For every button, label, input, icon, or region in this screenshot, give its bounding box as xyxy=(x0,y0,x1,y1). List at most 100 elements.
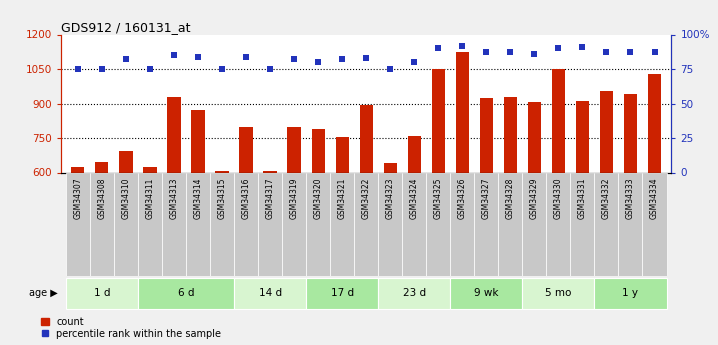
Bar xyxy=(504,97,517,172)
Bar xyxy=(523,172,546,276)
Text: GSM34322: GSM34322 xyxy=(362,178,370,219)
Bar xyxy=(282,172,306,276)
Text: GSM34327: GSM34327 xyxy=(482,178,491,219)
Text: 23 d: 23 d xyxy=(403,288,426,298)
Point xyxy=(168,52,180,58)
Text: GSM34320: GSM34320 xyxy=(314,178,322,219)
Bar xyxy=(528,102,541,172)
Text: GSM34321: GSM34321 xyxy=(337,178,347,219)
Bar xyxy=(426,172,450,276)
Point xyxy=(505,50,516,55)
Bar xyxy=(95,162,108,172)
Text: age ▶: age ▶ xyxy=(29,288,58,298)
Bar xyxy=(595,172,618,276)
Bar xyxy=(450,278,523,309)
Point xyxy=(192,54,204,59)
Bar xyxy=(306,278,378,309)
Bar xyxy=(498,172,523,276)
Text: GSM34316: GSM34316 xyxy=(241,178,251,219)
Bar xyxy=(66,278,138,309)
Bar xyxy=(330,172,354,276)
Point xyxy=(360,55,372,61)
Text: GSM34311: GSM34311 xyxy=(146,178,154,219)
Point xyxy=(649,50,661,55)
Bar xyxy=(595,278,666,309)
Point xyxy=(120,57,131,62)
Bar xyxy=(144,167,157,172)
Bar xyxy=(192,110,205,172)
Bar xyxy=(264,171,276,172)
Bar xyxy=(432,69,445,172)
Bar xyxy=(624,94,637,172)
Bar xyxy=(90,172,114,276)
Bar xyxy=(354,172,378,276)
Bar xyxy=(215,171,228,172)
Text: GSM34315: GSM34315 xyxy=(218,178,226,219)
Point xyxy=(72,66,83,72)
Bar xyxy=(138,172,162,276)
Legend: count, percentile rank within the sample: count, percentile rank within the sample xyxy=(41,317,221,339)
Bar xyxy=(552,69,565,172)
Bar xyxy=(138,278,234,309)
Text: 9 wk: 9 wk xyxy=(474,288,498,298)
Text: GSM34324: GSM34324 xyxy=(410,178,419,219)
Text: GSM34330: GSM34330 xyxy=(554,178,563,219)
Bar xyxy=(258,172,282,276)
Bar xyxy=(210,172,234,276)
Point xyxy=(553,46,564,51)
Bar xyxy=(234,278,306,309)
Bar xyxy=(378,278,450,309)
Text: GSM34314: GSM34314 xyxy=(193,178,202,219)
Text: GSM34319: GSM34319 xyxy=(289,178,299,219)
Bar xyxy=(618,172,643,276)
Bar xyxy=(450,172,475,276)
Text: GSM34313: GSM34313 xyxy=(169,178,179,219)
Point xyxy=(601,50,612,55)
Bar xyxy=(378,172,402,276)
Bar xyxy=(408,136,421,172)
Text: GSM34328: GSM34328 xyxy=(506,178,515,219)
Bar xyxy=(239,127,253,172)
Point xyxy=(241,54,252,59)
Text: GSM34333: GSM34333 xyxy=(626,178,635,219)
Point xyxy=(409,59,420,65)
Text: GSM34308: GSM34308 xyxy=(98,178,106,219)
Bar xyxy=(234,172,258,276)
Text: 14 d: 14 d xyxy=(258,288,281,298)
Text: GSM34317: GSM34317 xyxy=(266,178,274,219)
Point xyxy=(432,46,444,51)
Point xyxy=(384,66,396,72)
Text: 6 d: 6 d xyxy=(178,288,195,298)
Bar xyxy=(480,98,493,172)
Bar xyxy=(576,101,589,172)
Point xyxy=(264,66,276,72)
Bar xyxy=(456,52,469,172)
Text: 1 d: 1 d xyxy=(93,288,110,298)
Bar xyxy=(306,172,330,276)
Point xyxy=(144,66,156,72)
Text: GSM34332: GSM34332 xyxy=(602,178,611,219)
Point xyxy=(96,66,108,72)
Text: GSM34307: GSM34307 xyxy=(73,178,83,219)
Bar xyxy=(335,137,349,172)
Point xyxy=(289,57,300,62)
Bar xyxy=(648,73,661,172)
Bar xyxy=(71,167,85,172)
Bar xyxy=(119,151,133,172)
Bar xyxy=(162,172,186,276)
Text: GSM34323: GSM34323 xyxy=(386,178,395,219)
Point xyxy=(312,59,324,65)
Bar xyxy=(360,105,373,172)
Bar xyxy=(523,278,595,309)
Bar xyxy=(167,97,180,172)
Text: GSM34329: GSM34329 xyxy=(530,178,539,219)
Bar xyxy=(114,172,138,276)
Point xyxy=(528,51,540,57)
Bar xyxy=(643,172,666,276)
Bar xyxy=(186,172,210,276)
Bar xyxy=(600,91,613,172)
Text: GSM34331: GSM34331 xyxy=(578,178,587,219)
Point xyxy=(480,50,492,55)
Text: GSM34326: GSM34326 xyxy=(458,178,467,219)
Point xyxy=(216,66,228,72)
